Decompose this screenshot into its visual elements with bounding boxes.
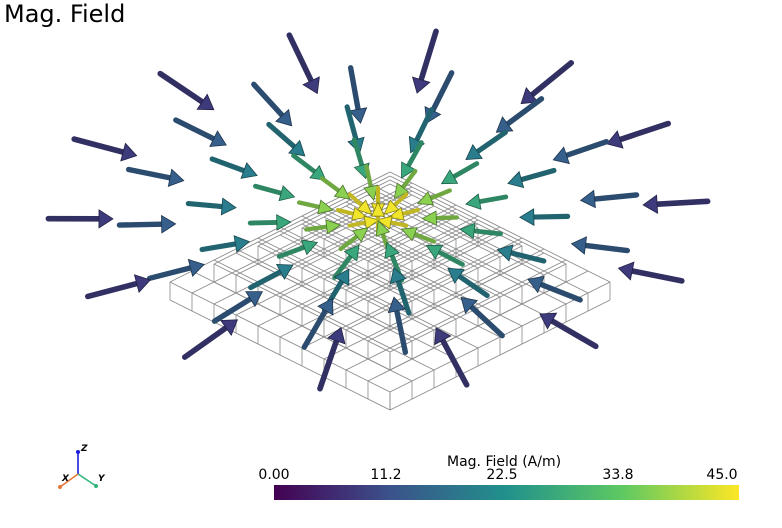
colorbar-tick-3: 33.8 [602, 467, 634, 483]
z-axis-label: Z [80, 444, 88, 454]
colorbar-tick-0: 0.00 [258, 467, 290, 483]
plot-title: Mag. Field [4, 0, 126, 28]
colorbar-tick-2: 22.5 [486, 467, 518, 483]
colorbar-title: Mag. Field (A/m) [447, 454, 562, 470]
field-arrow [425, 244, 465, 267]
field-arrow [421, 210, 460, 226]
field-arrow [465, 193, 509, 210]
field-arrow [376, 215, 409, 230]
field-arrow [248, 263, 294, 291]
field-arrow [507, 167, 557, 189]
field-arrow [296, 199, 334, 215]
field-arrow [185, 197, 237, 216]
field-arrow [579, 189, 640, 209]
x-axis [59, 473, 79, 488]
colorbar [274, 485, 739, 500]
field-arrow [434, 327, 470, 388]
field-arrow [301, 297, 334, 350]
field-arrow [211, 291, 263, 324]
field-arrow [304, 219, 342, 235]
field-arrow [253, 183, 296, 202]
field-arrow [173, 117, 227, 147]
field-arrow [266, 121, 306, 157]
field-arrows [45, 28, 711, 392]
field-arrow [496, 244, 547, 264]
field-arrow [276, 239, 319, 259]
field-arrow [539, 312, 599, 350]
field-arrow [347, 215, 380, 230]
field-arrow [617, 261, 685, 284]
field-arrow [460, 296, 505, 339]
y-axis [77, 473, 97, 487]
field-arrow [393, 168, 418, 200]
field-arrow [71, 136, 138, 162]
colorbar-tick-1: 11.2 [370, 467, 402, 483]
field-arrow [247, 214, 292, 231]
field-arrow [552, 138, 610, 165]
field-arrow [347, 65, 368, 124]
field-arrow [291, 153, 327, 181]
field-arrow [383, 192, 409, 216]
orientation-axes: Z X Y [58, 444, 106, 489]
field-arrow [570, 236, 631, 255]
field-arrow [642, 194, 711, 214]
field-arrow [447, 267, 490, 299]
field-arrow [606, 120, 671, 149]
field-arrow [116, 214, 177, 234]
field-arrow [319, 176, 351, 200]
y-axis-label: Y [98, 474, 106, 484]
field-arrow [335, 206, 368, 221]
field-arrow [363, 164, 379, 202]
field-arrow [125, 166, 185, 187]
field-arrow [286, 32, 320, 95]
field-arrow [85, 274, 152, 300]
field-arrow [199, 235, 251, 253]
field-arrow [251, 81, 293, 127]
field-arrow [519, 208, 571, 226]
field-arrow [387, 296, 409, 355]
field-arrow [347, 192, 373, 216]
field-arrow [146, 258, 205, 282]
field-arrow [157, 70, 215, 111]
field-arrow [209, 156, 258, 179]
field-arrow [527, 275, 583, 303]
field-arrow [440, 161, 480, 185]
x-axis-label: X [61, 474, 70, 484]
colorbar-tick-4: 45.0 [706, 467, 738, 483]
field-arrow [332, 244, 360, 280]
field-arrow [317, 326, 346, 392]
field-arrow [45, 209, 114, 229]
field-arrow [388, 206, 421, 221]
field-arrow [465, 129, 508, 160]
field-arrow [411, 28, 439, 94]
field-arrow [400, 227, 437, 244]
field-arrow [459, 222, 503, 240]
field-arrow [338, 227, 369, 252]
field-arrow [520, 60, 575, 105]
field-arrow [416, 188, 452, 206]
field-arrow [181, 319, 239, 360]
field-arrow [495, 96, 545, 133]
field-arrow [389, 266, 412, 316]
field-arrow [401, 140, 424, 179]
